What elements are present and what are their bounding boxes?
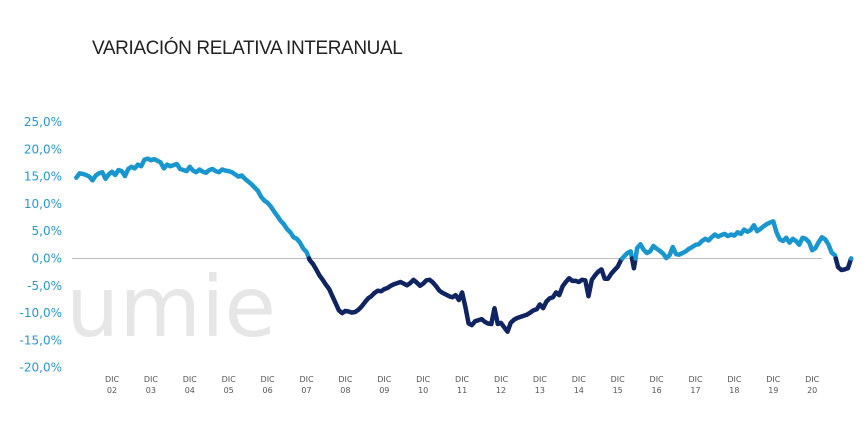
x-tick-label-year: 04 bbox=[185, 386, 195, 395]
x-tick-label-month: DIC bbox=[766, 375, 781, 384]
y-tick-label: -10,0% bbox=[20, 306, 62, 320]
line-segment-negative bbox=[833, 256, 854, 273]
x-tick-label-year: 18 bbox=[729, 386, 739, 395]
y-axis: 25,0% 20,0% 15,0% 10,0% 5,0% 0,0% -5,0% -10,0% -… bbox=[20, 115, 62, 375]
y-tick-label: -15,0% bbox=[20, 333, 62, 347]
x-tick-label-month: DIC bbox=[611, 375, 626, 384]
line-segment-negative bbox=[629, 256, 638, 271]
x-tick-label-month: DIC bbox=[261, 375, 276, 384]
x-tick-label-month: DIC bbox=[533, 375, 548, 384]
line-segment-positive bbox=[74, 156, 312, 261]
x-tick-label-year: 10 bbox=[418, 386, 428, 395]
x-tick-label-month: DIC bbox=[144, 375, 159, 384]
watermark-logo: umie bbox=[66, 258, 276, 356]
y-tick-label: 20,0% bbox=[24, 142, 62, 156]
x-tick-label-month: DIC bbox=[650, 375, 665, 384]
y-tick-label: -5,0% bbox=[27, 279, 62, 293]
x-tick-label-month: DIC bbox=[338, 375, 353, 384]
x-tick-label-year: 19 bbox=[768, 386, 778, 395]
x-axis: DIC 02 DIC 03 DIC 04 DIC 05 DIC 06 DIC 07 DIC 08 DIC 09… bbox=[105, 375, 820, 395]
x-tick-label-month: DIC bbox=[727, 375, 742, 384]
y-tick-label: 25,0% bbox=[24, 115, 62, 129]
x-tick-label-year: 08 bbox=[340, 386, 350, 395]
x-tick-label-year: 12 bbox=[496, 386, 506, 395]
line-segment-positive bbox=[620, 249, 635, 261]
x-tick-label-month: DIC bbox=[105, 375, 120, 384]
x-tick-label-month: DIC bbox=[183, 375, 198, 384]
y-tick-label: 0,0% bbox=[32, 252, 63, 266]
x-tick-label-month: DIC bbox=[416, 375, 431, 384]
x-tick-label-year: 20 bbox=[807, 386, 817, 395]
x-tick-label-month: DIC bbox=[572, 375, 587, 384]
x-tick-label-year: 11 bbox=[457, 386, 467, 395]
series-line bbox=[74, 156, 854, 334]
x-tick-label-year: 13 bbox=[535, 386, 545, 395]
x-tick-label-year: 06 bbox=[263, 386, 273, 395]
y-tick-label: -20,0% bbox=[20, 361, 62, 375]
x-tick-label-year: 14 bbox=[574, 386, 584, 395]
y-tick-label: 15,0% bbox=[24, 170, 62, 184]
line-segment-negative bbox=[306, 256, 625, 334]
x-tick-label-year: 07 bbox=[301, 386, 311, 395]
x-tick-label-year: 03 bbox=[146, 386, 156, 395]
x-tick-label-year: 16 bbox=[652, 386, 662, 395]
x-tick-label-year: 09 bbox=[379, 386, 389, 395]
x-tick-label-month: DIC bbox=[688, 375, 703, 384]
x-tick-label-year: 17 bbox=[690, 386, 700, 395]
line-segment-positive bbox=[633, 219, 839, 261]
x-tick-label-year: 15 bbox=[613, 386, 623, 395]
chart-title: VARIACIÓN RELATIVA INTERANUAL bbox=[92, 37, 402, 59]
x-tick-label-year: 02 bbox=[107, 386, 117, 395]
x-tick-label-year: 05 bbox=[224, 386, 234, 395]
x-tick-label-month: DIC bbox=[377, 375, 392, 384]
x-tick-label-month: DIC bbox=[494, 375, 509, 384]
y-tick-label: 5,0% bbox=[32, 224, 63, 238]
x-tick-label-month: DIC bbox=[222, 375, 237, 384]
y-tick-label: 10,0% bbox=[24, 197, 62, 211]
x-tick-label-month: DIC bbox=[455, 375, 470, 384]
x-tick-label-month: DIC bbox=[299, 375, 314, 384]
x-tick-label-month: DIC bbox=[805, 375, 820, 384]
